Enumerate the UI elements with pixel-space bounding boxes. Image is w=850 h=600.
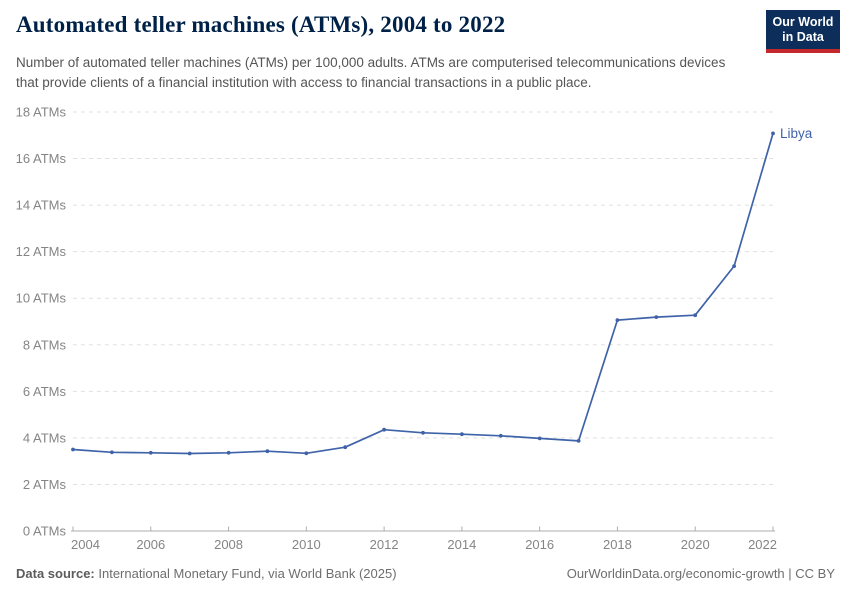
data-source-note: Data source: International Monetary Fund… [16, 566, 397, 581]
x-axis-tick-label: 2006 [136, 537, 165, 552]
y-axis-tick-label: 8 ATMs [23, 337, 67, 352]
x-axis-tick-label: 2012 [370, 537, 399, 552]
data-point-marker[interactable] [226, 450, 231, 455]
y-axis-tick-label: 10 ATMs [16, 291, 67, 306]
y-axis-tick-label: 14 ATMs [16, 198, 67, 213]
x-axis-tick-label: 2014 [447, 537, 476, 552]
data-point-marker[interactable] [654, 315, 659, 319]
chart-subtitle: Number of automated teller machines (ATM… [16, 55, 726, 90]
x-axis-tick-label: 2022 [748, 537, 777, 552]
data-point-marker[interactable] [304, 451, 309, 456]
y-axis-tick-label: 0 ATMs [23, 524, 67, 539]
x-axis-tick-label: 2004 [71, 537, 100, 552]
data-point-marker[interactable] [460, 432, 464, 437]
data-point-marker[interactable] [71, 447, 75, 452]
credit-link[interactable]: OurWorldinData.org/economic-growth | CC … [566, 566, 835, 581]
y-axis-tick-label: 16 ATMs [16, 151, 67, 166]
x-axis-tick-label: 2016 [525, 537, 554, 552]
owid-logo-line1: Our World [772, 15, 834, 29]
series-end-label[interactable]: Libya [780, 126, 813, 141]
data-point-marker[interactable] [148, 450, 153, 455]
series-line-libya[interactable] [72, 132, 774, 455]
data-point-marker[interactable] [498, 433, 503, 438]
data-point-marker[interactable] [382, 427, 386, 432]
y-axis-tick-label: 4 ATMs [23, 430, 67, 445]
data-source-text: International Monetary Fund, via World B… [94, 566, 397, 581]
line-chart-plot[interactable]: 0 ATMs 2 ATMs 4 ATMs 6 ATMs 8 ATMs 10 ATMs 12 … [0, 100, 850, 562]
chart-title: Automated teller machines (ATMs), 2004 t… [16, 12, 506, 37]
data-point-marker[interactable] [421, 430, 425, 435]
x-axis-tick-label: 2008 [214, 537, 243, 552]
data-point-marker[interactable] [732, 264, 736, 268]
data-point-marker[interactable] [265, 449, 270, 454]
data-point-marker[interactable] [187, 451, 192, 456]
data-point-marker[interactable] [615, 318, 620, 322]
x-axis-tick-label: 2020 [681, 537, 710, 552]
data-point-marker[interactable] [110, 450, 114, 455]
data-point-marker[interactable] [343, 445, 348, 450]
data-source-label: Data source: [16, 566, 95, 581]
y-axis-tick-label: 18 ATMs [16, 105, 67, 120]
data-point-marker[interactable] [576, 439, 581, 443]
owid-logo[interactable]: Our World in Data [766, 10, 840, 53]
data-point-marker[interactable] [693, 313, 698, 318]
x-axis-tick-label: 2018 [603, 537, 632, 552]
owid-logo-line2: in Data [782, 30, 824, 44]
data-point-marker[interactable] [537, 436, 542, 441]
y-axis-tick-label: 12 ATMs [16, 244, 67, 259]
y-axis-tick-label: 6 ATMs [23, 384, 67, 399]
x-axis-tick-label: 2010 [292, 537, 321, 552]
y-axis-tick-label: 2 ATMs [23, 477, 67, 492]
data-point-marker[interactable] [771, 131, 775, 136]
